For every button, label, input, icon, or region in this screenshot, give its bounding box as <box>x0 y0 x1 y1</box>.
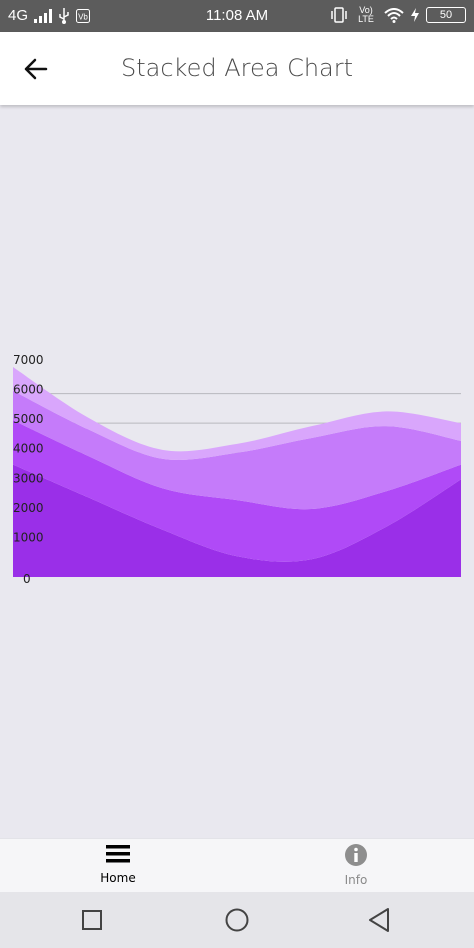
nav-label-home: Home <box>100 871 136 885</box>
menu-icon <box>106 845 130 863</box>
area-series-2 <box>13 420 461 562</box>
app-notification-icon: Vb <box>76 8 91 23</box>
recents-button[interactable] <box>72 904 112 936</box>
y-tick-label: 7000 <box>13 353 44 367</box>
vibrate-icon <box>331 7 347 23</box>
nav-item-home[interactable]: Home <box>58 843 178 885</box>
system-navigation-bar <box>0 892 474 948</box>
wifi-icon <box>384 7 404 23</box>
area-series-1 <box>13 464 461 577</box>
home-button[interactable] <box>217 904 257 936</box>
bottom-navigation: Home Info <box>0 838 474 893</box>
nav-label-info: Info <box>344 873 368 887</box>
back-button[interactable] <box>16 50 56 88</box>
area-series-3 <box>13 390 461 510</box>
y-tick-label: 5000 <box>13 412 44 426</box>
network-type: 4G <box>8 7 29 24</box>
y-tick-label: 1000 <box>13 530 44 544</box>
back-triangle-icon <box>369 908 389 932</box>
y-tick-label: 2000 <box>13 501 44 515</box>
arrow-left-icon <box>24 58 48 80</box>
status-bar: 4G Vb 11:08 AM Vo) LTE <box>0 0 474 32</box>
y-tick-label: 6000 <box>13 383 44 397</box>
lte-label: Vo) LTE <box>358 5 374 24</box>
chart-canvas: 0 1000 2000 3000 4000 5000 6000 7000 <box>13 353 461 586</box>
page-title: Stacked Area Chart <box>120 54 354 82</box>
nav-item-info[interactable]: Info <box>296 843 416 887</box>
system-back-button[interactable] <box>360 904 400 936</box>
battery-indicator: 50 <box>426 7 466 23</box>
status-left: 4G Vb <box>8 7 91 24</box>
svg-text:Vb: Vb <box>78 12 88 21</box>
charging-icon <box>411 8 419 22</box>
usb-icon <box>59 7 69 24</box>
area-series-4 <box>13 367 461 460</box>
signal-icon <box>34 8 53 23</box>
info-icon <box>345 844 367 866</box>
y-tick-label: 3000 <box>13 471 44 485</box>
recents-icon <box>82 910 102 930</box>
clock: 11:08 AM <box>205 7 269 24</box>
app-bar: Stacked Area Chart <box>0 32 474 105</box>
stacked-area-chart: 0 1000 2000 3000 4000 5000 6000 7000 <box>0 330 474 600</box>
y-tick-label: 0 <box>23 572 31 586</box>
y-tick-label: 4000 <box>13 442 44 456</box>
status-right: Vo) LTE 50 <box>330 6 466 24</box>
home-circle-icon <box>225 908 249 932</box>
